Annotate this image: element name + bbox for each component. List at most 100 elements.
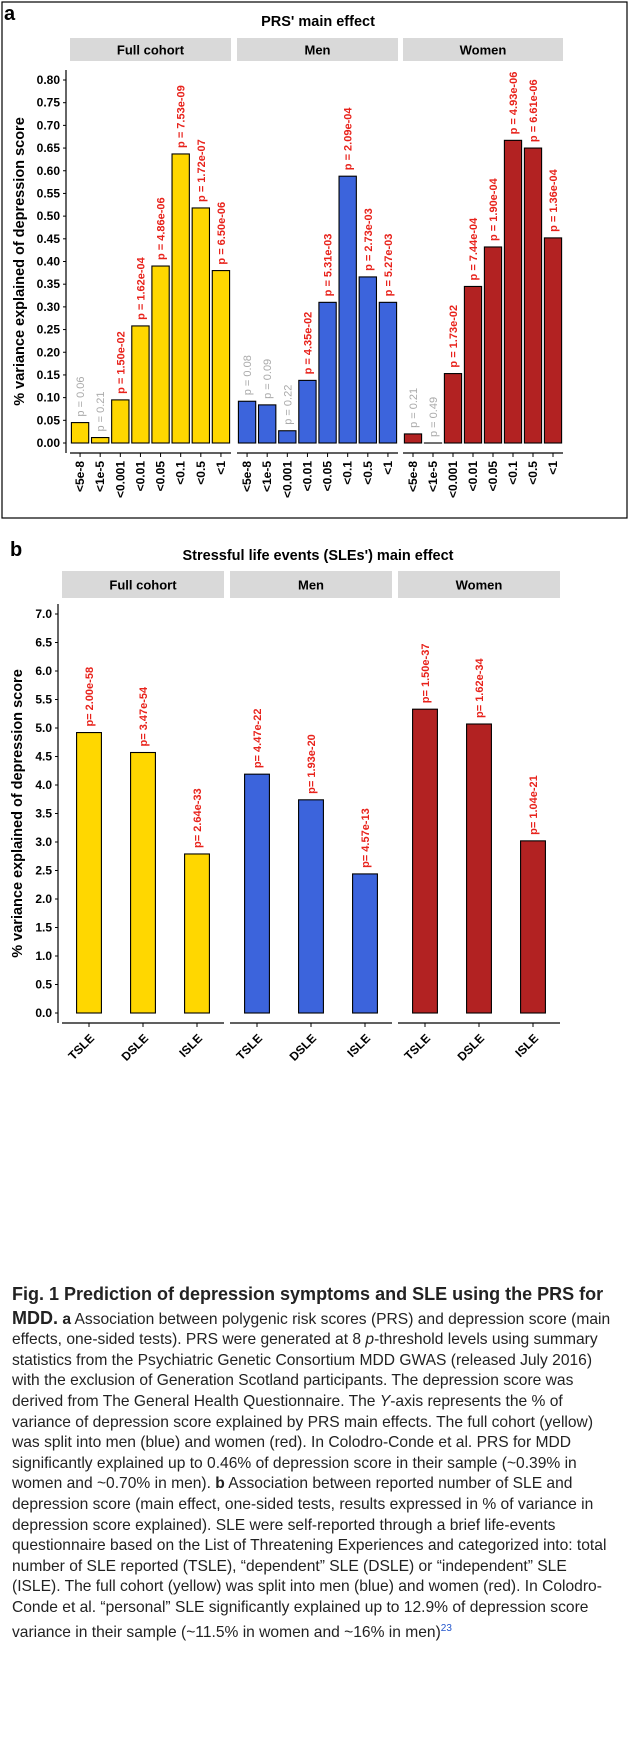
p-value-label: p= 1.04e-21: [528, 775, 540, 835]
bar: [131, 325, 150, 444]
y-tick-label: 0.35: [37, 277, 61, 291]
p-value-label: p = 1.36e-04: [548, 168, 560, 232]
p-value-label: p = 4.93e-06: [508, 72, 520, 135]
facet-strip-label: Full cohort: [109, 578, 177, 593]
bar: [543, 237, 563, 444]
facet-strip: [398, 571, 560, 598]
y-tick-label: 0.70: [37, 118, 61, 132]
y-tick-label: 0.5: [35, 978, 52, 992]
bar: [412, 708, 438, 1014]
x-tick-label: TSLE: [234, 1031, 266, 1063]
p-value-label: p = 6.61e-06: [528, 79, 540, 142]
x-tick-label: <0.01: [133, 461, 147, 492]
facet-strip: [403, 38, 563, 61]
bar: [298, 799, 324, 1014]
y-tick-label: 1.5: [35, 921, 52, 935]
caption-part-b-1: Association between reported number of S…: [12, 1475, 607, 1641]
p-value-label: p= 4.57e-13: [360, 808, 372, 868]
bar: [318, 301, 337, 444]
y-tick-label: 5.5: [35, 693, 52, 707]
x-tick-label: <0.5: [526, 461, 540, 485]
bar: [257, 404, 277, 444]
y-tick-label: 0.20: [37, 345, 61, 359]
p-value-label: p = 7.44e-04: [468, 217, 480, 281]
p-value-label: p= 3.47e-54: [138, 686, 150, 747]
x-tick-label: <0.05: [154, 461, 168, 492]
bar: [352, 873, 378, 1014]
p-value-label: p = 2.09e-04: [343, 107, 355, 171]
facet-strip-label: Full cohort: [117, 43, 185, 58]
p-value-label: p= 2.00e-58: [84, 667, 96, 727]
x-tick-label: <1: [381, 461, 395, 475]
panel-a: a PRS' main effect % variance explained of…: [4, 3, 563, 498]
x-tick-label: <0.1: [341, 461, 355, 485]
p-value-label: p = 0.49: [428, 397, 440, 437]
y-tick-label: 3.0: [35, 835, 52, 849]
y-axis-label: % variance explained of depression score: [10, 669, 26, 958]
bar: [523, 147, 543, 444]
x-tick-label: <5e-8: [406, 461, 420, 492]
y-tick-label: 1.0: [35, 949, 52, 963]
bar: [298, 379, 317, 444]
facet-strip-label: Women: [460, 43, 507, 58]
bar: [111, 399, 130, 444]
chart-title: PRS' main effect: [261, 14, 375, 30]
y-tick-label: 4.5: [35, 750, 52, 764]
p-value-label: p = 0.06: [75, 377, 87, 417]
bar: [237, 400, 257, 444]
facet-strip: [230, 571, 392, 598]
p-value-label: p= 1.93e-20: [306, 734, 318, 794]
y-tick-label: 4.0: [35, 778, 52, 792]
bar: [466, 723, 492, 1014]
x-tick-label: <1e-5: [260, 461, 274, 492]
x-tick-label: DSLE: [287, 1031, 320, 1064]
x-tick-label: <0.5: [361, 461, 375, 485]
p-value-label: p = 5.27e-03: [383, 234, 395, 297]
caption-part-a-3: -axis represents the % of variance of de…: [12, 1392, 594, 1493]
p-value-label: p = 1.72e-07: [196, 139, 208, 202]
y-tick-label: 2.5: [35, 864, 52, 878]
x-tick-label: <0.05: [321, 461, 335, 492]
y-tick-label: 0.30: [37, 300, 61, 314]
panel-b: b Stressful life events (SLEs') main effe…: [10, 539, 560, 1064]
p-value-label: p = 0.09: [262, 359, 274, 399]
p-value-label: p = 4.86e-06: [156, 197, 168, 260]
chart-title: Stressful life events (SLEs') main effec…: [183, 548, 454, 564]
x-tick-label: TSLE: [66, 1031, 98, 1063]
x-tick-label: ISLE: [512, 1031, 541, 1060]
x-tick-label: <1e-5: [426, 461, 440, 492]
bar: [244, 773, 270, 1014]
x-tick-label: <0.1: [174, 461, 188, 485]
y-tick-label: 0.80: [37, 73, 61, 87]
x-tick-label: DSLE: [119, 1031, 152, 1064]
x-tick-label: <0.001: [280, 461, 294, 498]
y-tick-label: 0.0: [35, 1006, 52, 1020]
caption-italic-y: Y: [379, 1392, 391, 1410]
p-value-label: p = 0.08: [242, 355, 254, 395]
y-tick-label: 0.55: [37, 186, 61, 200]
bar: [520, 840, 546, 1014]
caption-reference[interactable]: 23: [440, 1622, 452, 1634]
x-tick-label: <0.001: [446, 461, 460, 498]
p-value-label: p = 6.50e-06: [216, 202, 228, 265]
bar: [378, 301, 398, 444]
caption-part-a-2: -threshold levels using summary statisti…: [12, 1331, 598, 1410]
x-tick-label: ISLE: [344, 1031, 373, 1060]
x-tick-label: DSLE: [455, 1031, 488, 1064]
facet-strip-label: Men: [305, 43, 331, 58]
facet-strip-label: Women: [456, 578, 503, 593]
x-tick-label: <0.5: [194, 461, 208, 485]
p-value-label: p = 2.73e-03: [363, 208, 375, 271]
panel-a-border: [1, 1, 628, 519]
bar: [503, 139, 523, 444]
bar: [403, 433, 423, 444]
p-value-label: p = 1.73e-02: [448, 305, 460, 368]
y-tick-label: 0.15: [37, 368, 61, 382]
figure-caption: Fig. 1 Prediction of depression symptoms…: [12, 1283, 616, 1643]
y-tick-label: 6.0: [35, 664, 52, 678]
y-axis-label: % variance explained of depression score: [12, 117, 28, 406]
p-value-label: p = 1.90e-04: [488, 177, 500, 241]
bar: [151, 265, 170, 444]
caption-part-b-label: b: [215, 1475, 225, 1493]
x-tick-label: <0.05: [486, 461, 500, 492]
